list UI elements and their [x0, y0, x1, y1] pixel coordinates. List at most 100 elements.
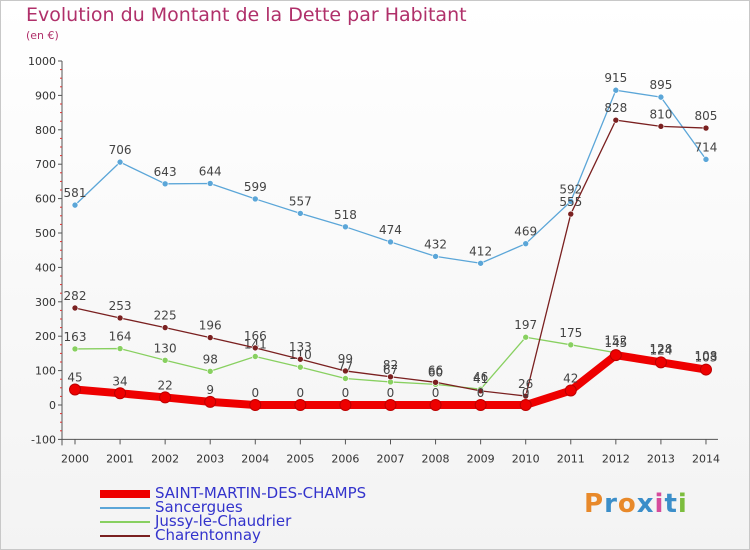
data-label: 581: [64, 186, 87, 200]
data-point: [204, 395, 217, 408]
data-point: [297, 363, 304, 371]
logo-letter: x: [636, 489, 655, 519]
legend-item: Jussy-le-Chaudrier: [100, 512, 400, 530]
data-label: 41: [473, 372, 488, 386]
x-tick-label: 2003: [196, 452, 224, 465]
x-tick-label: 2008: [422, 452, 450, 465]
x-tick-label: 2006: [331, 452, 359, 465]
data-label: 130: [154, 341, 177, 355]
data-label: 42: [563, 372, 578, 386]
data-label: 0: [387, 386, 395, 400]
legend-swatch: [100, 521, 150, 523]
data-point: [432, 378, 439, 386]
y-tick-label: 400: [35, 261, 56, 274]
data-point: [71, 304, 79, 312]
y-tick-label: 1000: [28, 55, 56, 68]
data-point: [206, 334, 214, 341]
legend-swatch: [100, 535, 150, 537]
logo-letter: o: [617, 489, 637, 519]
data-label: 412: [469, 244, 492, 258]
data-label: 599: [244, 180, 267, 194]
data-point: [384, 399, 397, 411]
data-point: [387, 238, 394, 246]
y-tick-label: 800: [35, 124, 56, 137]
data-point: [297, 210, 304, 217]
x-tick-label: 2007: [376, 452, 404, 465]
data-label: 66: [428, 363, 443, 377]
x-tick-label: 2013: [647, 452, 675, 465]
data-point: [567, 341, 575, 349]
data-label: 60: [428, 365, 443, 379]
data-label: 145: [604, 336, 627, 350]
data-label: 0: [522, 386, 530, 400]
unit-label: (en €): [26, 29, 59, 42]
logo-letter: r: [604, 489, 618, 519]
data-label: 26: [518, 377, 533, 391]
y-tick-label: 200: [35, 330, 56, 343]
data-label: 67: [383, 363, 398, 377]
proxiti-logo: Proxiti: [584, 489, 688, 519]
data-label: 469: [514, 225, 537, 239]
data-label: 141: [244, 337, 267, 351]
legend-swatch: [100, 490, 150, 498]
data-point: [71, 345, 79, 353]
data-point: [519, 399, 532, 411]
data-label: 82: [383, 358, 398, 372]
x-tick-label: 2004: [241, 452, 269, 465]
data-label: 555: [559, 195, 582, 209]
logo-letter: P: [584, 489, 605, 519]
legend-item: Sancergues: [100, 498, 400, 516]
x-tick-label: 2010: [512, 452, 540, 465]
data-point: [249, 399, 262, 411]
data-label: 0: [251, 386, 259, 400]
data-label: 166: [244, 329, 267, 343]
data-point: [251, 344, 259, 352]
data-point: [657, 123, 665, 130]
y-tick-label: 600: [35, 193, 56, 206]
data-label: 432: [424, 237, 447, 251]
data-label: 282: [64, 289, 87, 303]
legend-label: Charentonnay: [155, 526, 261, 544]
data-point: [114, 387, 127, 400]
data-label: 0: [342, 386, 350, 400]
x-tick-label: 2011: [557, 452, 585, 465]
data-label: 253: [109, 299, 132, 313]
data-point: [654, 356, 667, 369]
legend-label: Sancergues: [155, 498, 243, 516]
data-point: [159, 391, 172, 404]
y-tick-label: -100: [31, 433, 56, 446]
data-label: 0: [432, 386, 440, 400]
data-point: [567, 210, 575, 218]
data-label: 110: [289, 348, 312, 362]
data-point: [477, 387, 484, 395]
data-label: 644: [199, 164, 222, 178]
logo-letter: i: [654, 489, 665, 519]
logo-letter: t: [664, 489, 678, 519]
data-label: 46: [473, 370, 488, 384]
chart-title: Evolution du Montant de la Dette par Hab…: [26, 4, 467, 26]
data-label: 108: [695, 349, 718, 363]
legend-swatch: [100, 507, 150, 509]
data-label: 124: [649, 343, 672, 357]
data-point: [702, 124, 710, 132]
data-label: 0: [477, 386, 485, 400]
data-label: 557: [289, 194, 312, 208]
data-point: [567, 198, 575, 205]
x-tick-label: 2014: [692, 452, 720, 465]
data-point: [432, 253, 439, 260]
data-label: 592: [559, 182, 582, 196]
data-point: [116, 314, 124, 322]
data-label: 828: [604, 101, 627, 115]
data-point: [161, 324, 169, 331]
data-label: 45: [67, 371, 82, 385]
data-label: 34: [112, 374, 127, 388]
data-point: [429, 399, 442, 411]
legend-item: SAINT-MARTIN-DES-CHAMPS: [100, 484, 400, 502]
data-label: 810: [649, 107, 672, 121]
data-point: [699, 363, 712, 376]
data-point: [161, 180, 169, 188]
data-point: [339, 399, 352, 411]
data-point: [71, 201, 79, 209]
data-label: 164: [109, 330, 132, 344]
